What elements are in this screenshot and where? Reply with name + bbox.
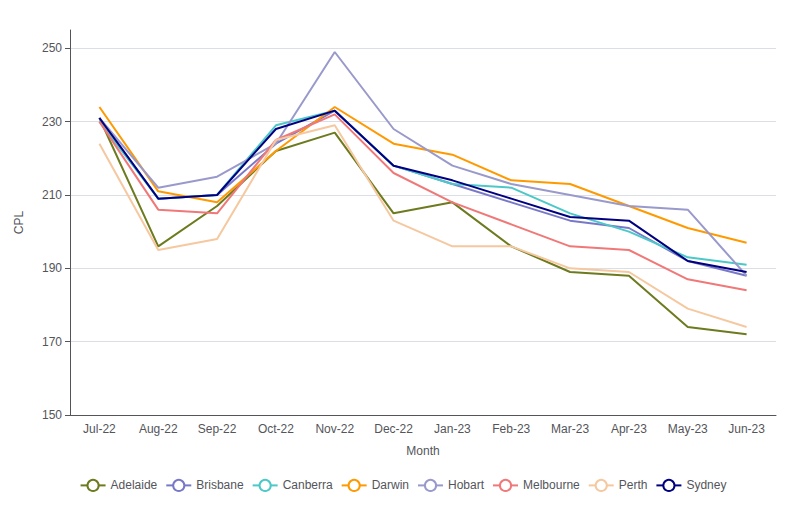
svg-text:Apr-23: Apr-23	[611, 422, 647, 436]
svg-text:Brisbane: Brisbane	[196, 478, 244, 492]
svg-text:Jun-23: Jun-23	[728, 422, 765, 436]
svg-text:Mar-23: Mar-23	[551, 422, 589, 436]
svg-text:150: 150	[42, 408, 62, 422]
svg-text:Hobart: Hobart	[448, 478, 485, 492]
svg-text:Aug-22: Aug-22	[139, 422, 178, 436]
svg-text:Nov-22: Nov-22	[315, 422, 354, 436]
svg-text:Melbourne: Melbourne	[523, 478, 580, 492]
svg-text:190: 190	[42, 261, 62, 275]
svg-text:Oct-22: Oct-22	[258, 422, 294, 436]
svg-text:Perth: Perth	[619, 478, 648, 492]
svg-text:Adelaide: Adelaide	[111, 478, 158, 492]
svg-text:May-23: May-23	[668, 422, 708, 436]
svg-text:Sydney: Sydney	[686, 478, 726, 492]
svg-text:Jan-23: Jan-23	[434, 422, 471, 436]
svg-text:170: 170	[42, 335, 62, 349]
svg-text:250: 250	[42, 41, 62, 55]
svg-text:Feb-23: Feb-23	[492, 422, 530, 436]
svg-text:Jul-22: Jul-22	[83, 422, 116, 436]
svg-text:CPL: CPL	[12, 211, 26, 235]
svg-text:210: 210	[42, 188, 62, 202]
svg-text:230: 230	[42, 115, 62, 129]
svg-text:Sep-22: Sep-22	[198, 422, 237, 436]
svg-text:Dec-22: Dec-22	[374, 422, 413, 436]
svg-text:Canberra: Canberra	[283, 478, 333, 492]
svg-text:Month: Month	[406, 444, 439, 458]
svg-text:Darwin: Darwin	[372, 478, 409, 492]
